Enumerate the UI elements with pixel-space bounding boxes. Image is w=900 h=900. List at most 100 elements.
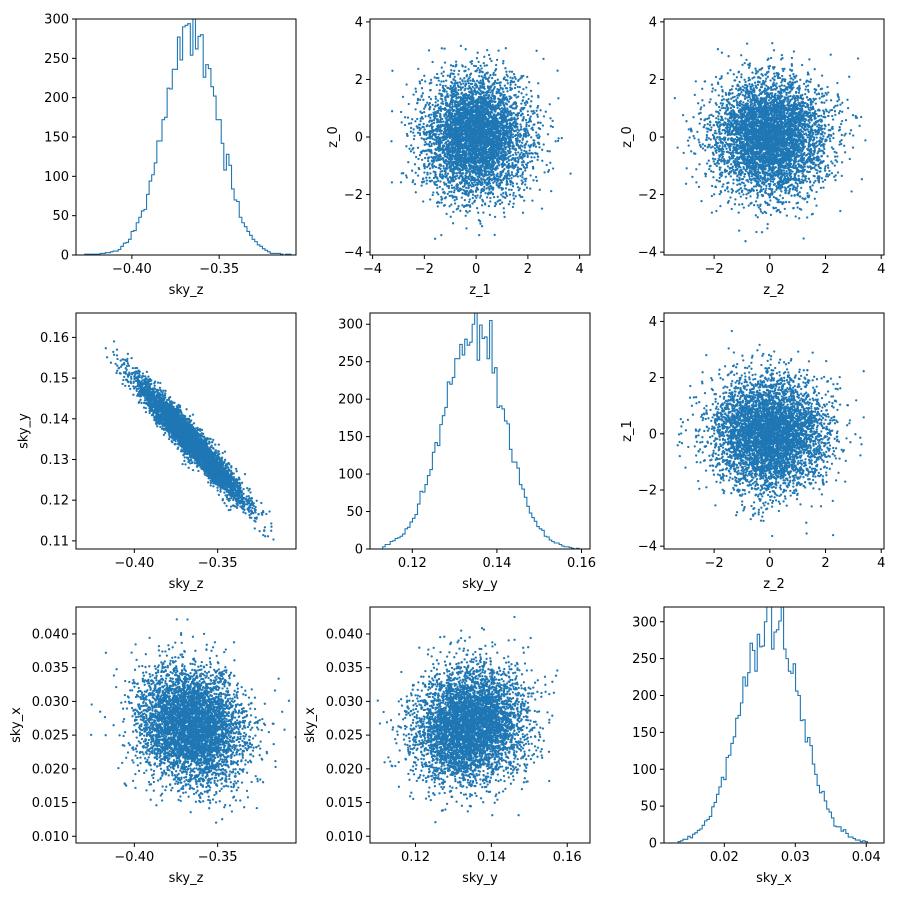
scatter-point [425, 179, 428, 182]
scatter-point [440, 201, 443, 204]
scatter-point [517, 79, 520, 83]
scatter-point [475, 79, 479, 82]
scatter-point [546, 133, 550, 136]
scatter-point [463, 198, 467, 202]
scatter-point [465, 157, 468, 161]
scatter-point [499, 81, 502, 84]
scatter-point [421, 111, 424, 115]
scatter-point [508, 147, 512, 151]
scatter-point [531, 126, 534, 129]
scatter-point [486, 156, 489, 160]
scatter-point [463, 189, 466, 193]
scatter-point [536, 136, 539, 139]
scatter-point [497, 130, 500, 133]
scatter-point [503, 143, 506, 146]
scatter-point [480, 124, 483, 127]
scatter-point [405, 132, 409, 136]
scatter-point [414, 108, 417, 111]
scatter-point [519, 113, 523, 117]
scatter-point [434, 165, 438, 169]
scatter-point [507, 137, 510, 140]
scatter-point [432, 118, 436, 122]
scatter-point [416, 131, 420, 134]
scatter-point [477, 159, 480, 162]
scatter-point [468, 200, 471, 204]
scatter-point [465, 189, 469, 193]
scatter-point [466, 87, 470, 90]
scatter-point [498, 134, 501, 137]
scatter-point [451, 168, 454, 171]
scatter-point [522, 135, 526, 138]
scatter-point [441, 135, 445, 139]
scatter-point [437, 149, 441, 152]
scatter-point [468, 138, 471, 141]
scatter-point [524, 103, 527, 107]
scatter-point [481, 141, 484, 145]
scatter-point [477, 218, 481, 222]
scatter-point [549, 161, 552, 164]
scatter-point [483, 132, 487, 135]
scatter-point [551, 125, 554, 129]
scatter-point [461, 192, 464, 195]
scatter-point [483, 167, 486, 170]
scatter-point [480, 146, 484, 150]
scatter-point [536, 155, 540, 159]
scatter-point [526, 131, 530, 135]
scatter-point [488, 172, 491, 176]
scatter-point [479, 64, 482, 67]
scatter-point [476, 194, 479, 197]
scatter-point [481, 189, 485, 193]
scatter-point [461, 125, 464, 128]
scatter-point [470, 153, 473, 157]
scatter-point [482, 119, 485, 122]
scatter-point [526, 152, 529, 155]
scatter-point [488, 57, 492, 60]
scatter-point [414, 171, 417, 174]
scatter-point [489, 143, 492, 146]
scatter-point [425, 142, 428, 146]
scatter-point [403, 116, 407, 119]
scatter-point [443, 203, 446, 207]
scatter-point [516, 143, 519, 146]
scatter-point [463, 145, 467, 148]
scatter-point [448, 119, 451, 122]
scatter-point [424, 80, 427, 83]
scatter-point [458, 107, 461, 111]
scatter-point [468, 204, 472, 207]
scatter-point [446, 149, 449, 153]
scatter-point [428, 145, 431, 148]
scatter-point [520, 179, 523, 182]
scatter-point [475, 134, 478, 137]
scatter-point [433, 129, 437, 132]
scatter-point [441, 144, 445, 147]
scatter-point [427, 49, 431, 52]
scatter-point [423, 156, 427, 160]
scatter-point [461, 120, 464, 124]
scatter-point [532, 144, 535, 148]
scatter-point [524, 180, 527, 183]
scatter-point [418, 80, 421, 83]
scatter-point [508, 125, 512, 128]
scatter-point [500, 114, 503, 117]
scatter-point [492, 131, 496, 135]
scatter-point [470, 147, 473, 151]
scatter-point [534, 145, 538, 148]
scatter-point [497, 150, 500, 154]
scatter-point [482, 126, 485, 130]
scatter-point [418, 154, 422, 157]
scatter-point [411, 180, 414, 184]
scatter-point [537, 133, 540, 136]
scatter-point [516, 186, 520, 189]
scatter-point [485, 104, 488, 107]
scatter-point [528, 117, 531, 120]
scatter-point [529, 104, 532, 108]
scatter-point [491, 193, 495, 196]
scatter-point [509, 180, 512, 184]
scatter-point [492, 121, 496, 124]
scatter-point [528, 81, 531, 84]
scatter-point [521, 173, 524, 176]
scatter-point [523, 101, 527, 105]
scatter-point [510, 173, 514, 176]
scatter-point [535, 49, 538, 52]
scatter-point [506, 143, 509, 146]
